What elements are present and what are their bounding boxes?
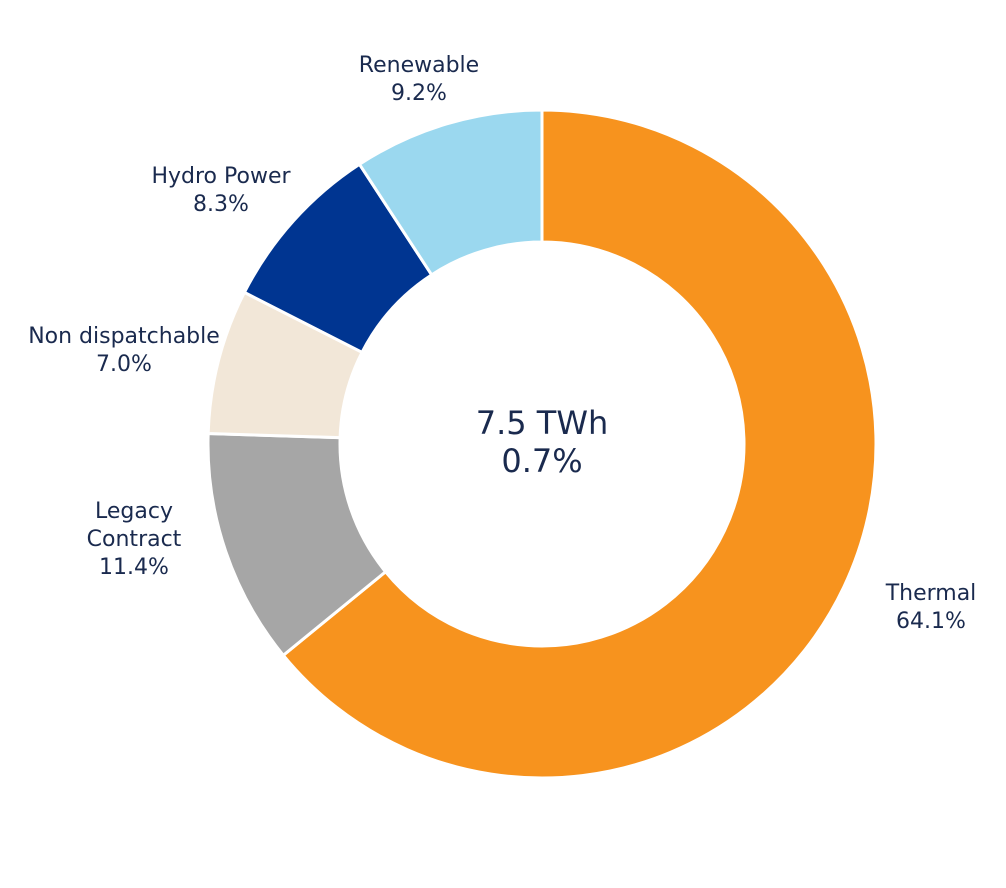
slice-percent: 9.2% [391, 81, 447, 106]
slice-thermal [281, 108, 878, 780]
center-share: 0.7% [501, 442, 582, 480]
slice-name: Legacy [95, 499, 173, 524]
slice-label-renewable: Renewable 9.2% [359, 53, 479, 106]
slice-label-non-dispatchable: Non dispatchable 7.0% [28, 324, 220, 377]
slices-group [206, 108, 878, 780]
slice-renewable [357, 108, 544, 277]
slice-percent: 11.4% [99, 555, 169, 580]
slice-percent: 64.1% [896, 609, 966, 634]
labels-group: Thermal 64.1% Legacy Contract 11.4% Non dispa… [28, 53, 976, 634]
center-total: 7.5 TWh [476, 404, 609, 442]
slice-name: Contract [87, 527, 182, 552]
slice-name: Thermal [885, 581, 977, 606]
slice-label-legacy-contract: Legacy Contract 11.4% [87, 499, 182, 580]
slice-name: Non dispatchable [28, 324, 220, 349]
slice-label-thermal: Thermal 64.1% [885, 581, 977, 634]
slice-label-hydro-power: Hydro Power 8.3% [151, 164, 291, 217]
slice-name: Renewable [359, 53, 479, 78]
slice-name: Hydro Power [151, 164, 291, 189]
slice-percent: 7.0% [96, 352, 152, 377]
slice-percent: 8.3% [193, 192, 249, 217]
